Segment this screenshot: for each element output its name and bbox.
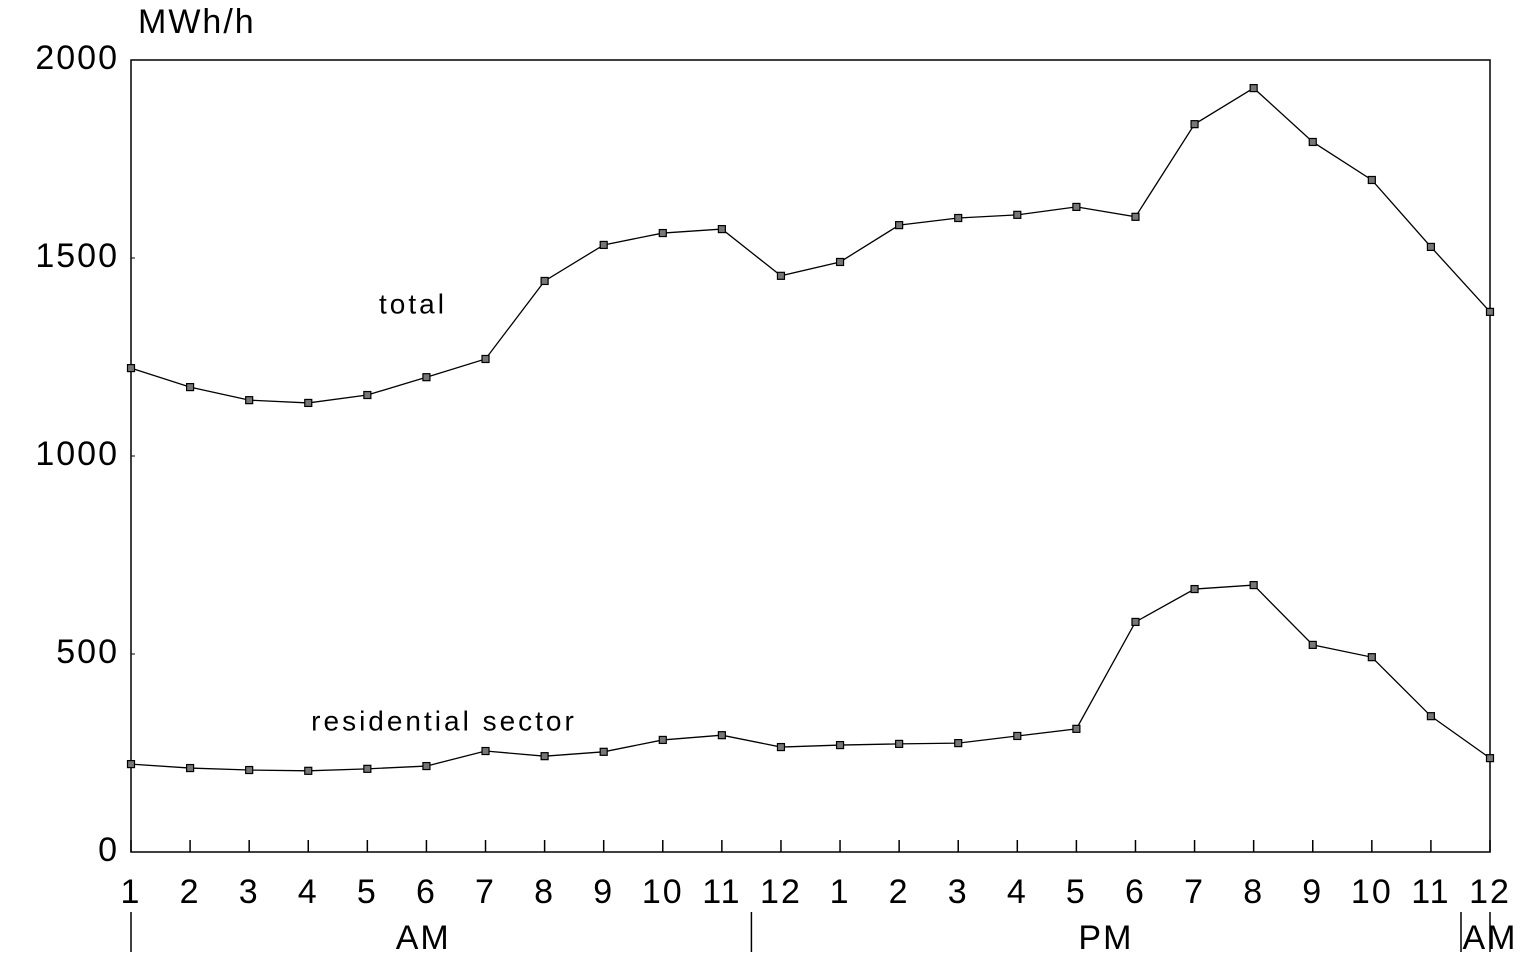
point-marker <box>1426 242 1436 252</box>
x-tick-label: 7 <box>475 873 496 911</box>
point-marker <box>1072 724 1081 733</box>
point-marker <box>126 759 136 769</box>
x-tick-label: 6 <box>416 873 437 911</box>
point-marker <box>1190 120 1199 129</box>
y-axis-label: MWh/h <box>138 3 256 41</box>
x-tick-label: 8 <box>534 873 555 911</box>
point-marker <box>776 742 786 752</box>
x-tick-label: 2 <box>180 873 201 911</box>
x-tick-label: 9 <box>1302 873 1323 911</box>
x-tick-label: 10 <box>1351 873 1393 911</box>
point-marker <box>599 747 608 756</box>
point-marker <box>895 739 904 748</box>
point-marker <box>245 396 254 405</box>
point-marker <box>658 735 667 745</box>
point-marker <box>954 738 963 748</box>
point-marker <box>658 228 667 238</box>
x-tick-label: 11 <box>702 873 741 911</box>
point-marker <box>304 766 313 775</box>
period-label: AM <box>396 919 451 957</box>
period-label: AM <box>1463 919 1518 957</box>
point-marker <box>717 224 726 234</box>
x-tick-label: 12 <box>760 873 802 911</box>
point-marker <box>835 740 845 750</box>
x-tick-label: 4 <box>298 873 319 911</box>
y-tick-label: 1500 <box>35 237 119 275</box>
series-label: residential sector <box>311 705 577 736</box>
point-marker <box>1308 137 1317 147</box>
x-tick-label: 12 <box>1469 873 1511 911</box>
period-label: PM <box>1078 919 1133 957</box>
x-tick-label: 11 <box>1411 873 1450 911</box>
point-marker <box>1131 617 1140 627</box>
x-tick-label: 2 <box>889 873 910 911</box>
point-marker <box>363 390 372 400</box>
series-label: total <box>379 288 447 319</box>
point-marker <box>776 271 786 280</box>
x-tick-label: 9 <box>593 873 614 911</box>
point-marker <box>540 276 549 286</box>
point-marker <box>1249 580 1258 590</box>
point-marker <box>717 731 726 740</box>
y-tick-label: 1000 <box>35 435 119 473</box>
x-tick-label: 7 <box>1184 873 1205 911</box>
y-tick-label: 0 <box>98 831 119 869</box>
y-tick-label: 2000 <box>35 39 119 77</box>
point-marker <box>481 354 490 364</box>
point-marker <box>1367 653 1376 662</box>
series-line <box>130 87 1491 404</box>
point-marker <box>540 752 549 761</box>
point-marker <box>1190 584 1199 594</box>
x-tick-label: 1 <box>830 873 851 911</box>
point-marker <box>1367 175 1376 185</box>
series-line <box>130 584 1491 772</box>
point-marker <box>599 240 608 250</box>
point-marker <box>304 398 313 408</box>
point-marker <box>481 746 490 756</box>
x-tick-label: 8 <box>1243 873 1264 911</box>
x-tick-label: 10 <box>642 873 684 911</box>
x-tick-label: 5 <box>357 873 378 911</box>
x-tick-label: 4 <box>1007 873 1028 911</box>
point-marker <box>422 761 431 771</box>
point-marker <box>1249 84 1258 93</box>
point-marker <box>1072 202 1081 212</box>
point-marker <box>422 373 431 382</box>
point-marker <box>1131 212 1140 221</box>
x-tick-label: 5 <box>1066 873 1087 911</box>
point-marker <box>1013 731 1022 741</box>
x-tick-label: 6 <box>1125 873 1146 911</box>
point-marker <box>126 363 136 373</box>
point-marker <box>1485 307 1495 316</box>
point-marker <box>185 763 195 773</box>
point-marker <box>835 257 845 267</box>
point-marker <box>954 213 963 223</box>
point-marker <box>245 765 254 775</box>
point-marker <box>1308 640 1317 649</box>
x-tick-label: 3 <box>948 873 969 911</box>
y-tick-label: 500 <box>56 633 119 671</box>
point-marker <box>1485 754 1495 763</box>
point-marker <box>1013 210 1022 219</box>
point-marker <box>363 764 372 773</box>
x-tick-label: 3 <box>239 873 260 911</box>
x-tick-label: 1 <box>121 873 142 911</box>
point-marker <box>895 221 904 230</box>
point-marker <box>185 382 195 392</box>
point-marker <box>1426 712 1436 721</box>
